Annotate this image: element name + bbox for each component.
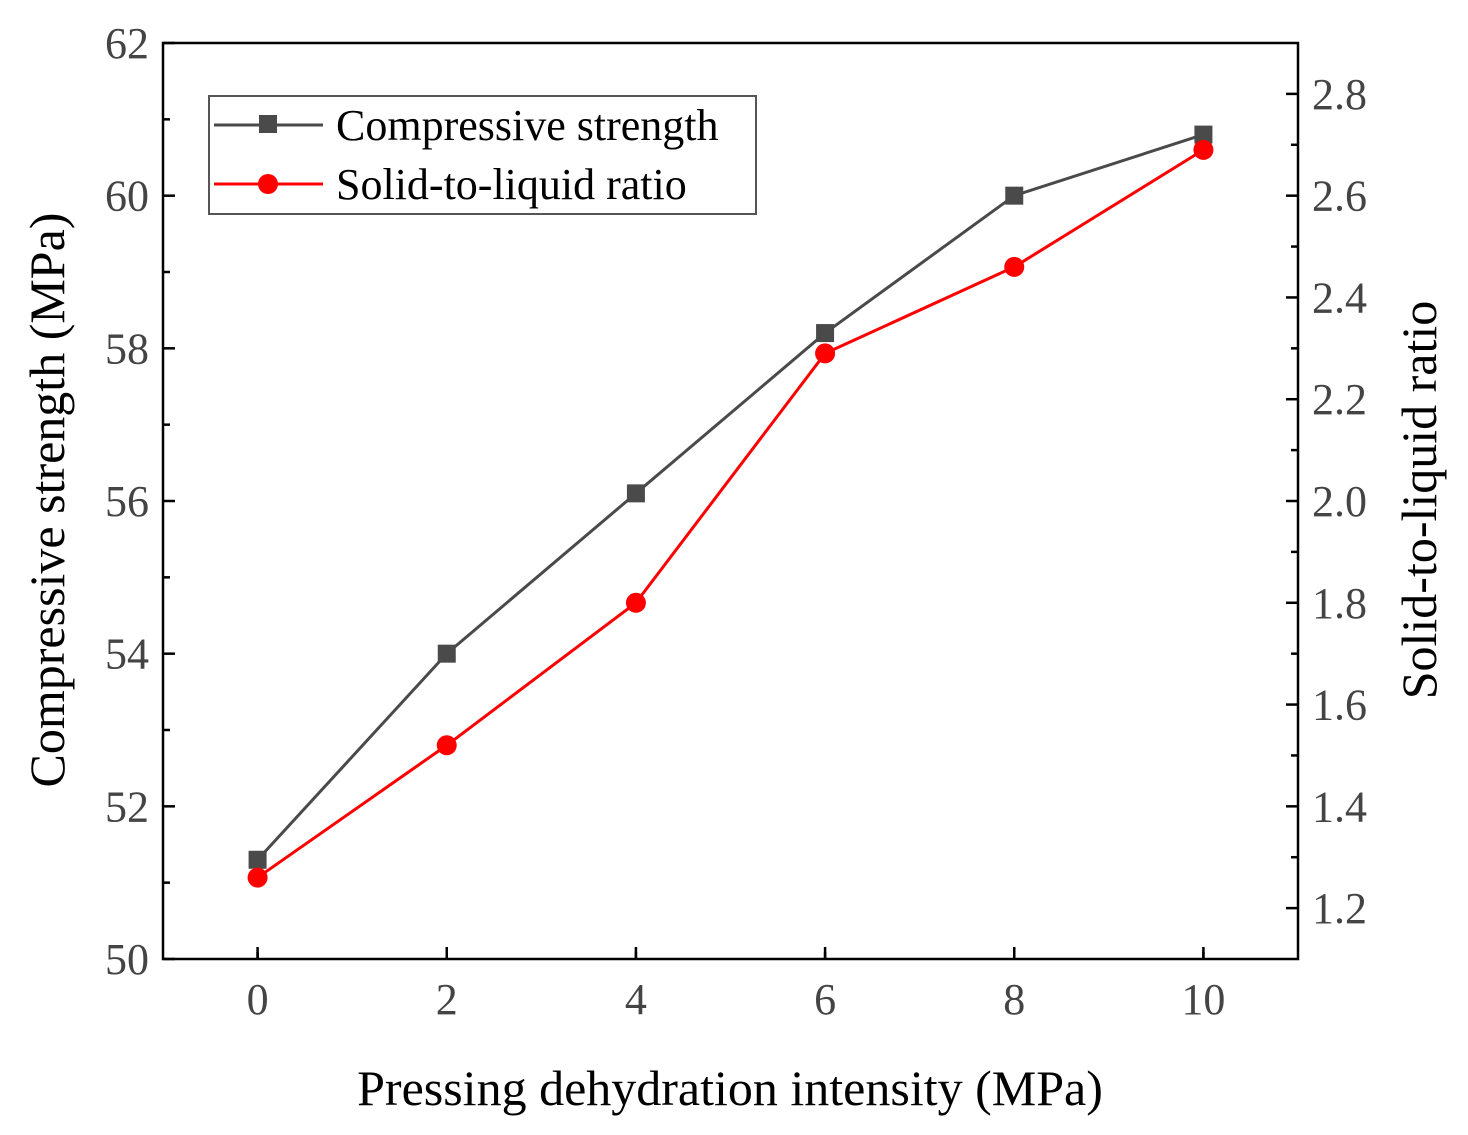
y2-axis-title: Solid-to-liquid ratio (1391, 301, 1447, 700)
data-point-solid-to-liquid-ratio (1193, 139, 1214, 160)
data-point-compressive-strength (626, 484, 645, 503)
y-tick-label: 62 (105, 19, 149, 68)
data-point-compressive-strength (816, 324, 835, 343)
legend-marker-solid-to-liquid-ratio (258, 174, 278, 194)
y-tick-label: 58 (105, 324, 149, 373)
data-point-solid-to-liquid-ratio (436, 735, 457, 756)
y2-tick-label: 1.2 (1312, 884, 1367, 933)
y-tick-label: 52 (105, 782, 149, 831)
y2-tick-label: 1.8 (1312, 579, 1367, 628)
data-point-solid-to-liquid-ratio (815, 343, 836, 364)
x-tick-label: 4 (625, 975, 647, 1024)
x-tick-label: 2 (436, 975, 458, 1024)
legend-label-solid-to-liquid-ratio: Solid-to-liquid ratio (336, 160, 687, 209)
y-tick-label: 54 (105, 630, 149, 679)
series-line-solid-to-liquid-ratio (256, 148, 1205, 879)
y-axis-title: Compressive strength (MPa) (19, 213, 75, 788)
y2-tick-label: 2.2 (1312, 375, 1367, 424)
y2-tick-label: 1.6 (1312, 681, 1367, 730)
ticks-group: 0 2 4 6 8 10 50 52 54 56 58 60 62 1.2 1.4 1.6 1.8 2.0 2.2 2… (105, 19, 1367, 1024)
y2-tick-label: 1.4 (1312, 782, 1367, 831)
y2-tick-label: 2.4 (1312, 273, 1367, 322)
x-axis-title: Pressing dehydration intensity (MPa) (357, 1060, 1103, 1116)
data-point-solid-to-liquid-ratio (625, 592, 646, 613)
y-tick-label: 56 (105, 477, 149, 526)
data-point-compressive-strength (1005, 186, 1024, 205)
series-group (247, 125, 1214, 888)
x-tick-label: 8 (1003, 975, 1025, 1024)
data-point-compressive-strength (248, 850, 267, 869)
data-point-compressive-strength (1194, 125, 1213, 144)
y-tick-label: 50 (105, 935, 149, 984)
y2-tick-label: 2.0 (1312, 477, 1367, 526)
x-tick-label: 10 (1181, 975, 1225, 1024)
x-tick-label: 0 (247, 975, 269, 1024)
y2-tick-label: 2.8 (1312, 70, 1367, 119)
series-line-compressive-strength (256, 133, 1204, 861)
legend-box (208, 95, 757, 215)
x-tick-label: 6 (814, 975, 836, 1024)
data-point-solid-to-liquid-ratio (1004, 256, 1025, 277)
legend-marker-compressive-strength (259, 115, 277, 133)
y-tick-label: 60 (105, 172, 149, 221)
data-point-compressive-strength (437, 644, 456, 663)
data-point-solid-to-liquid-ratio (247, 867, 268, 888)
y2-tick-label: 2.6 (1312, 172, 1367, 221)
legend: Compressive strength Solid-to-liquid rat… (208, 95, 757, 215)
legend-label-compressive-strength: Compressive strength (336, 101, 719, 150)
